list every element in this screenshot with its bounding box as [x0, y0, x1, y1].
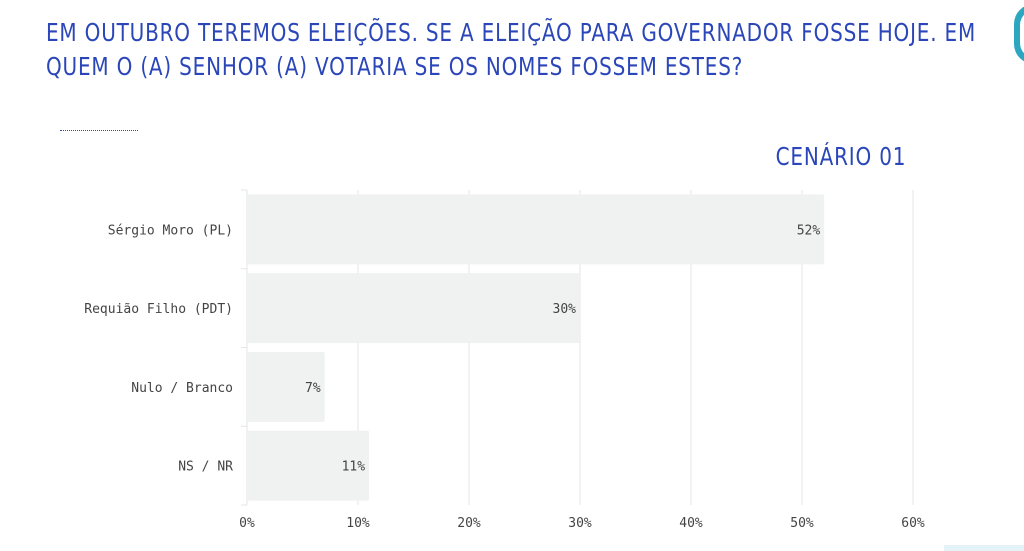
bar-3 — [247, 430, 370, 501]
bar-1 — [247, 273, 580, 344]
chart-title-line-2: QUEM O (A) SENHOR (A) VOTARIA SE OS NOME… — [46, 52, 744, 81]
title-divider — [60, 130, 138, 131]
x-tick-label: 60% — [901, 516, 925, 531]
x-tick-label: 10% — [346, 516, 370, 531]
category-label: Nulo / Branco — [131, 381, 233, 396]
labels: 0% 10% 20% 30% 40% 50% 60% Sérgio Moro (PL) 52% R… — [84, 223, 925, 531]
x-tick-label: 50% — [790, 516, 814, 531]
scenario-label: CENÁRIO 01 — [775, 142, 906, 171]
value-label: 7% — [305, 381, 321, 396]
x-tick-label: 40% — [679, 516, 703, 531]
value-label: 52% — [797, 223, 821, 238]
decorative-strip — [944, 545, 1024, 551]
x-tick-label: 20% — [457, 516, 481, 531]
category-label: NS / NR — [178, 460, 233, 475]
value-label: 11% — [342, 460, 366, 475]
x-tick-label: 30% — [568, 516, 592, 531]
decorative-circle — [1014, 4, 1024, 64]
value-label: 30% — [553, 302, 577, 317]
bars — [247, 194, 825, 501]
category-label: Sérgio Moro (PL) — [108, 223, 233, 238]
bar-2 — [247, 351, 325, 422]
x-tick-label: 0% — [239, 516, 255, 531]
bar-0 — [247, 194, 825, 265]
category-label: Requião Filho (PDT) — [84, 302, 233, 317]
